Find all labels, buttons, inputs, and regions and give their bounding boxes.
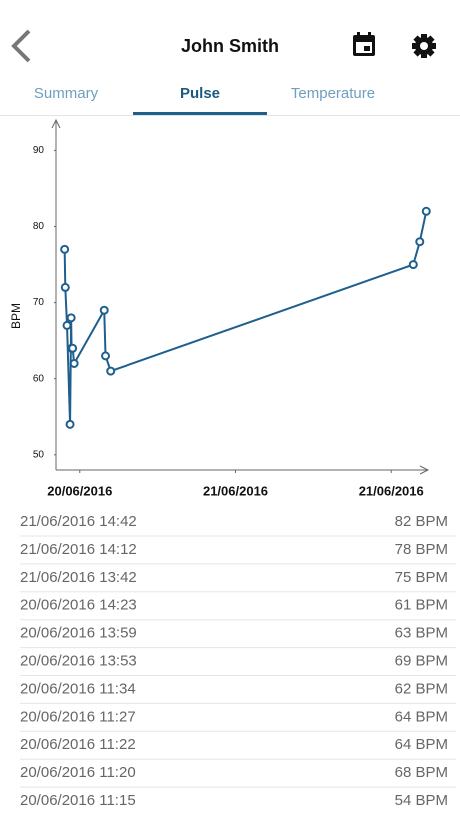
pulse-point [415, 237, 425, 247]
reading-time: 20/06/2016 14:23 [20, 597, 137, 614]
reading-value: 54 BPM [395, 792, 448, 809]
pulse-point [106, 366, 116, 376]
reading-time: 21/06/2016 14:42 [20, 513, 137, 530]
reading-time: 20/06/2016 11:20 [20, 764, 136, 781]
pulse-point [66, 313, 76, 323]
reading-time: 21/06/2016 13:42 [20, 569, 137, 586]
y-axis-label: BPM [9, 303, 23, 329]
pulse-point [421, 206, 431, 216]
reading-value: 62 BPM [395, 680, 448, 697]
reading-time: 20/06/2016 11:34 [20, 680, 136, 697]
pulse-line [63, 211, 428, 425]
pulse-point [65, 419, 75, 429]
chart: BPM 50 60 70 80 90 20/06/2016 21/06/2016 21/06/… [9, 118, 431, 498]
tab-bar: Summary Pulse Temperature [34, 85, 375, 115]
calendar-ring [357, 32, 360, 37]
gear-hole [420, 42, 428, 50]
back-button[interactable] [11, 29, 31, 63]
calendar-button[interactable] [353, 32, 375, 56]
reading-value: 61 BPM [395, 597, 448, 614]
reading-value: 64 BPM [395, 736, 448, 753]
reading-value: 82 BPM [395, 513, 448, 530]
tab-indicator [133, 112, 267, 115]
reading-time: 20/06/2016 13:59 [20, 625, 137, 642]
reading-time: 20/06/2016 11:22 [20, 736, 136, 753]
reading-value: 63 BPM [395, 625, 448, 642]
reading-time: 20/06/2016 11:15 [20, 792, 136, 809]
reading-time: 21/06/2016 14:12 [20, 541, 137, 558]
tab[interactable]: Temperature [291, 85, 375, 102]
x-tick-label: 21/06/2016 [359, 483, 424, 498]
y-tick-label: 70 [33, 297, 45, 308]
reading-value: 68 BPM [395, 764, 448, 781]
reading-time: 20/06/2016 11:27 [20, 708, 136, 725]
y-axis-arrow [51, 118, 61, 129]
y-tick-label: 60 [33, 373, 45, 384]
reading-time: 20/06/2016 13:53 [20, 652, 137, 669]
tab[interactable]: Summary [34, 85, 99, 102]
pulse-point [60, 244, 70, 254]
calendar-ring [368, 32, 371, 37]
x-tick-label: 20/06/2016 [47, 483, 112, 498]
pulse-point [101, 351, 111, 361]
pulse-point [60, 282, 70, 292]
y-tick-label: 50 [33, 449, 45, 460]
x-axis-arrow [419, 465, 430, 475]
x-tick-label: 21/06/2016 [203, 483, 268, 498]
settings-button[interactable] [412, 34, 436, 58]
pulse-point [69, 358, 79, 368]
pulse-point [99, 305, 109, 315]
pulse-point [68, 343, 78, 353]
reading-value: 64 BPM [395, 708, 448, 725]
pulse-point [408, 260, 418, 270]
reading-value: 75 BPM [395, 569, 448, 586]
header-title: John Smith [181, 36, 279, 56]
reading-list: 21/06/2016 14:42 82 BPM 21/06/2016 14:12 78… [20, 513, 456, 809]
calendar-day [364, 46, 370, 51]
y-tick-label: 90 [33, 145, 45, 156]
pulse-point [62, 320, 72, 330]
reading-value: 69 BPM [395, 652, 448, 669]
y-tick-label: 80 [33, 221, 45, 232]
tab[interactable]: Pulse [180, 85, 220, 102]
reading-value: 78 BPM [395, 541, 448, 558]
